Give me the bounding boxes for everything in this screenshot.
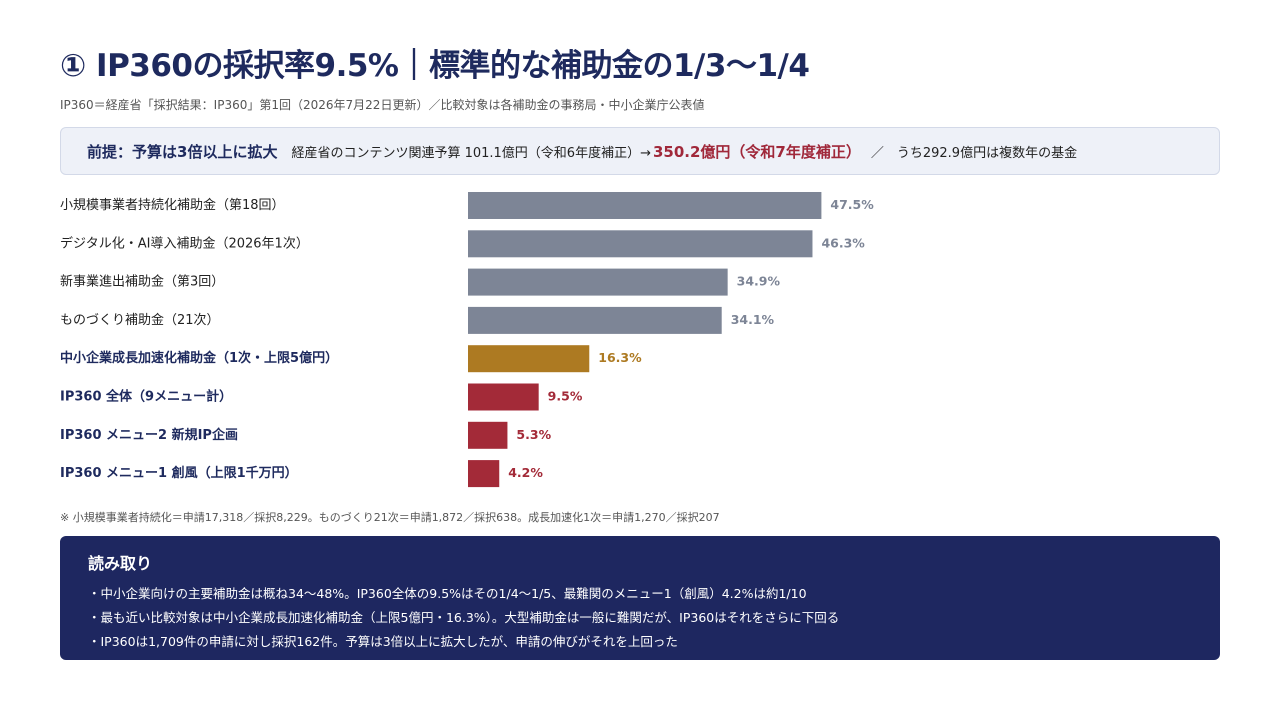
category-label: 小規模事業者持続化補助金（第18回） <box>60 197 285 213</box>
bar <box>468 345 590 373</box>
bar-value-label: 4.2% <box>508 465 543 480</box>
bar <box>468 192 822 219</box>
premise-note: ／ うち292.9億円は複数年の基金 <box>870 145 1078 161</box>
bar-value-label: 34.1% <box>731 312 775 327</box>
adoption-rate-bar-chart: 小規模事業者持続化補助金（第18回） 47.5% デジタル化・AI導入補助金（202… <box>60 192 874 488</box>
premise-text: 経産省のコンテンツ関連予算 101.1億円（令和6年度補正）→ <box>291 145 651 161</box>
reading-line: ・中小企業向けの主要補助金は概ね34〜48%。IP360全体の9.5%はその1/… <box>88 586 807 601</box>
category-label: 新事業進出補助金（第3回） <box>60 274 224 290</box>
premise-box: 前提：予算は3倍以上に拡大 経産省のコンテンツ関連予算 101.1億円（令和6年… <box>60 127 1220 175</box>
category-label: IP360 メニュー2 新規IP企画 <box>60 427 238 443</box>
source-subtitle: IP360＝経産省「採択結果：IP360」第1回（2026年7月22日更新）／比… <box>60 98 705 112</box>
category-label: ものづくり補助金（21次） <box>60 312 220 328</box>
bar-value-label: 16.3% <box>598 350 642 365</box>
page-title: ① IP360の採択率9.5%｜標準的な補助金の1/3〜1/4 <box>60 48 810 84</box>
bar <box>468 230 813 258</box>
reading-line: ・IP360は1,709件の申請に対し採択162件。予算は3倍以上に拡大したが、… <box>88 634 678 649</box>
category-label: IP360 全体（9メニュー計） <box>60 389 232 405</box>
reading-title: 読み取り <box>88 554 153 573</box>
bar-value-label: 47.5% <box>830 197 874 212</box>
bar <box>468 268 728 296</box>
bar <box>468 383 539 411</box>
category-label: 中小企業成長加速化補助金（1次・上限5億円） <box>60 350 338 366</box>
reading-box: 読み取り ・中小企業向けの主要補助金は概ね34〜48%。IP360全体の9.5%… <box>60 536 1220 660</box>
bar-value-label: 46.3% <box>821 235 865 250</box>
bar <box>468 460 500 488</box>
bar <box>468 421 508 449</box>
bar-value-label: 9.5% <box>548 389 583 404</box>
footnote: ※ 小規模事業者持続化＝申請17,318／採択8,229。ものづくり21次＝申請… <box>60 511 720 524</box>
bar-value-label: 5.3% <box>516 427 551 442</box>
premise-label: 前提：予算は3倍以上に拡大 <box>87 142 278 161</box>
category-label: IP360 メニュー1 創風（上限1千万円） <box>60 465 298 481</box>
bar <box>468 306 722 334</box>
premise-highlight: 350.2億円（令和7年度補正） <box>652 142 861 161</box>
category-label: デジタル化・AI導入補助金（2026年1次） <box>60 235 309 251</box>
reading-line: ・最も近い比較対象は中小企業成長加速化補助金（上限5億円・16.3%）。大型補助… <box>88 610 840 625</box>
bar-value-label: 34.9% <box>737 274 781 289</box>
